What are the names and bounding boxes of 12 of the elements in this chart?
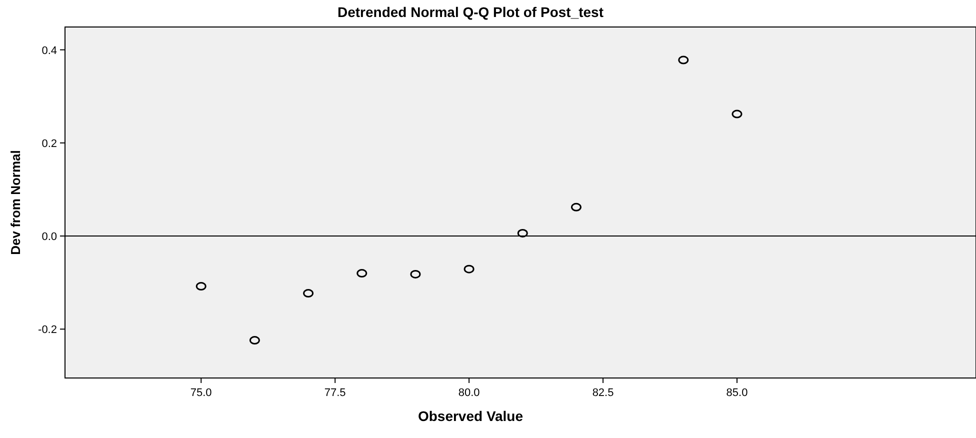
x-tick-label: 82.5 bbox=[592, 387, 614, 399]
chart-title: Detrended Normal Q-Q Plot of Post_test bbox=[337, 4, 604, 20]
y-tick-label: -0.2 bbox=[38, 324, 57, 336]
x-tick-label: 77.5 bbox=[324, 387, 346, 399]
y-tick-label: 0.0 bbox=[42, 231, 57, 244]
y-tick-label: 0.2 bbox=[42, 138, 57, 150]
x-tick-label: 75.0 bbox=[190, 387, 212, 399]
y-tick-label: 0.4 bbox=[42, 44, 57, 57]
x-tick-label: 85.0 bbox=[726, 387, 748, 399]
x-tick-label: 80.0 bbox=[458, 387, 480, 399]
y-axis-title: Dev from Normal bbox=[8, 150, 23, 255]
x-axis-title: Observed Value bbox=[418, 408, 524, 424]
